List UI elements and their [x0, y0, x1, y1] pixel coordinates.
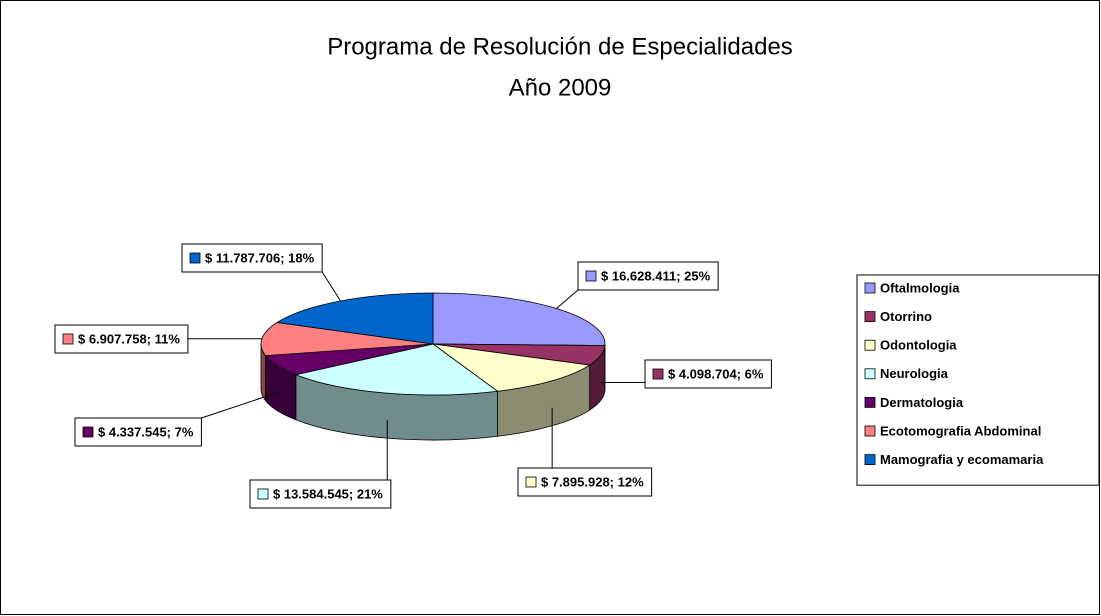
- data-label-box: [181, 243, 323, 273]
- data-label: $ 13.584.545; 21%: [273, 486, 383, 501]
- data-label: $ 11.787.706; 18%: [205, 250, 315, 265]
- legend-key: [864, 339, 876, 351]
- data-label: $ 6.907.758; 11%: [78, 331, 180, 346]
- data-label-box: [644, 359, 772, 389]
- data-label-box: [249, 479, 392, 509]
- legend-label: Oftalmologia: [880, 280, 960, 295]
- leader-line: [556, 289, 579, 309]
- data-label-key: [652, 368, 664, 380]
- legend-label: Otorrino: [880, 309, 932, 324]
- data-label: $ 7.895.928; 12%: [541, 474, 644, 489]
- data-label-key: [585, 270, 597, 282]
- data-label-key: [257, 488, 269, 500]
- data-label-box: [577, 261, 719, 291]
- leader-line: [321, 271, 341, 302]
- legend-key: [864, 368, 876, 380]
- chart-subtitle: Año 2009: [509, 74, 612, 101]
- slice: [432, 343, 591, 392]
- legend-key: [864, 425, 876, 437]
- data-label: $ 16.628.411; 25%: [601, 268, 711, 283]
- data-label-box: [74, 417, 202, 447]
- legend-label: Mamografia y ecomamaria: [880, 452, 1044, 467]
- data-label-key: [82, 426, 94, 438]
- data-label: $ 4.098.704; 6%: [668, 366, 764, 381]
- slice: [260, 322, 434, 357]
- legend-key: [864, 454, 876, 466]
- data-label-box: [517, 467, 653, 497]
- legend-label: Dermatologia: [880, 395, 964, 410]
- legend-label: Ecotomografia Abdominal: [880, 423, 1041, 438]
- legend-label: Neurologia: [880, 366, 949, 381]
- legend-key: [864, 311, 876, 323]
- leader-line: [201, 392, 278, 419]
- data-label-box: [54, 324, 189, 354]
- data-label-key: [525, 476, 537, 488]
- legend-box: [856, 274, 1100, 486]
- data-label-key: [189, 252, 201, 264]
- data-label: $ 4.337.545; 7%: [98, 424, 194, 439]
- chart-title: Programa de Resolución de Especialidades: [327, 33, 793, 60]
- legend-label: Odontologia: [880, 338, 957, 353]
- legend-key: [864, 396, 876, 408]
- data-label-key: [62, 333, 74, 345]
- slice: [432, 292, 606, 346]
- legend-key: [864, 282, 876, 294]
- slice: [294, 343, 499, 396]
